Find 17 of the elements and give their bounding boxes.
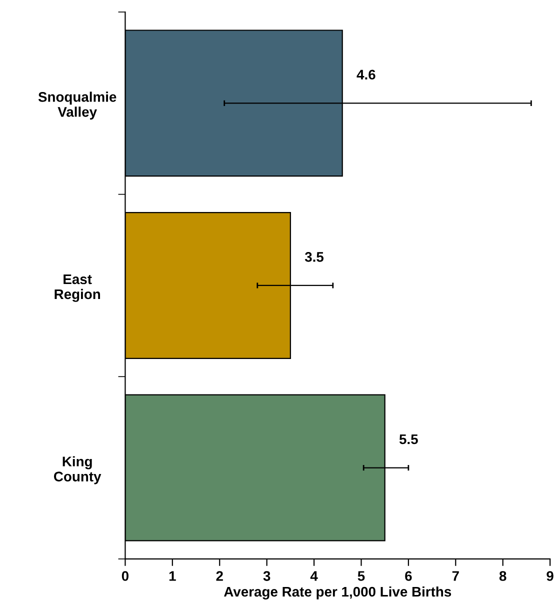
x-tick-label: 3: [263, 571, 270, 581]
data-label: 5.5: [399, 434, 418, 444]
x-tick-label: 5: [358, 571, 365, 581]
data-label: 3.5: [304, 252, 324, 262]
y-tick-label: King County: [54, 456, 102, 484]
y-tick-label: Snoqualmie Valley: [38, 92, 116, 120]
data-label: 4.6: [356, 70, 376, 80]
x-tick-label: 4: [310, 571, 318, 581]
x-tick-label: 6: [405, 571, 412, 581]
x-tick-label: 0: [122, 571, 129, 581]
x-axis-title: Average Rate per 1,000 Live Births: [224, 586, 452, 600]
x-tick-label: 9: [546, 571, 554, 581]
x-tick-label: 2: [216, 571, 223, 581]
x-tick-label: 1: [169, 571, 176, 581]
x-tick-label: 8: [499, 571, 506, 581]
y-tick-label: East Region: [54, 274, 100, 302]
x-tick-label: 7: [452, 571, 459, 581]
